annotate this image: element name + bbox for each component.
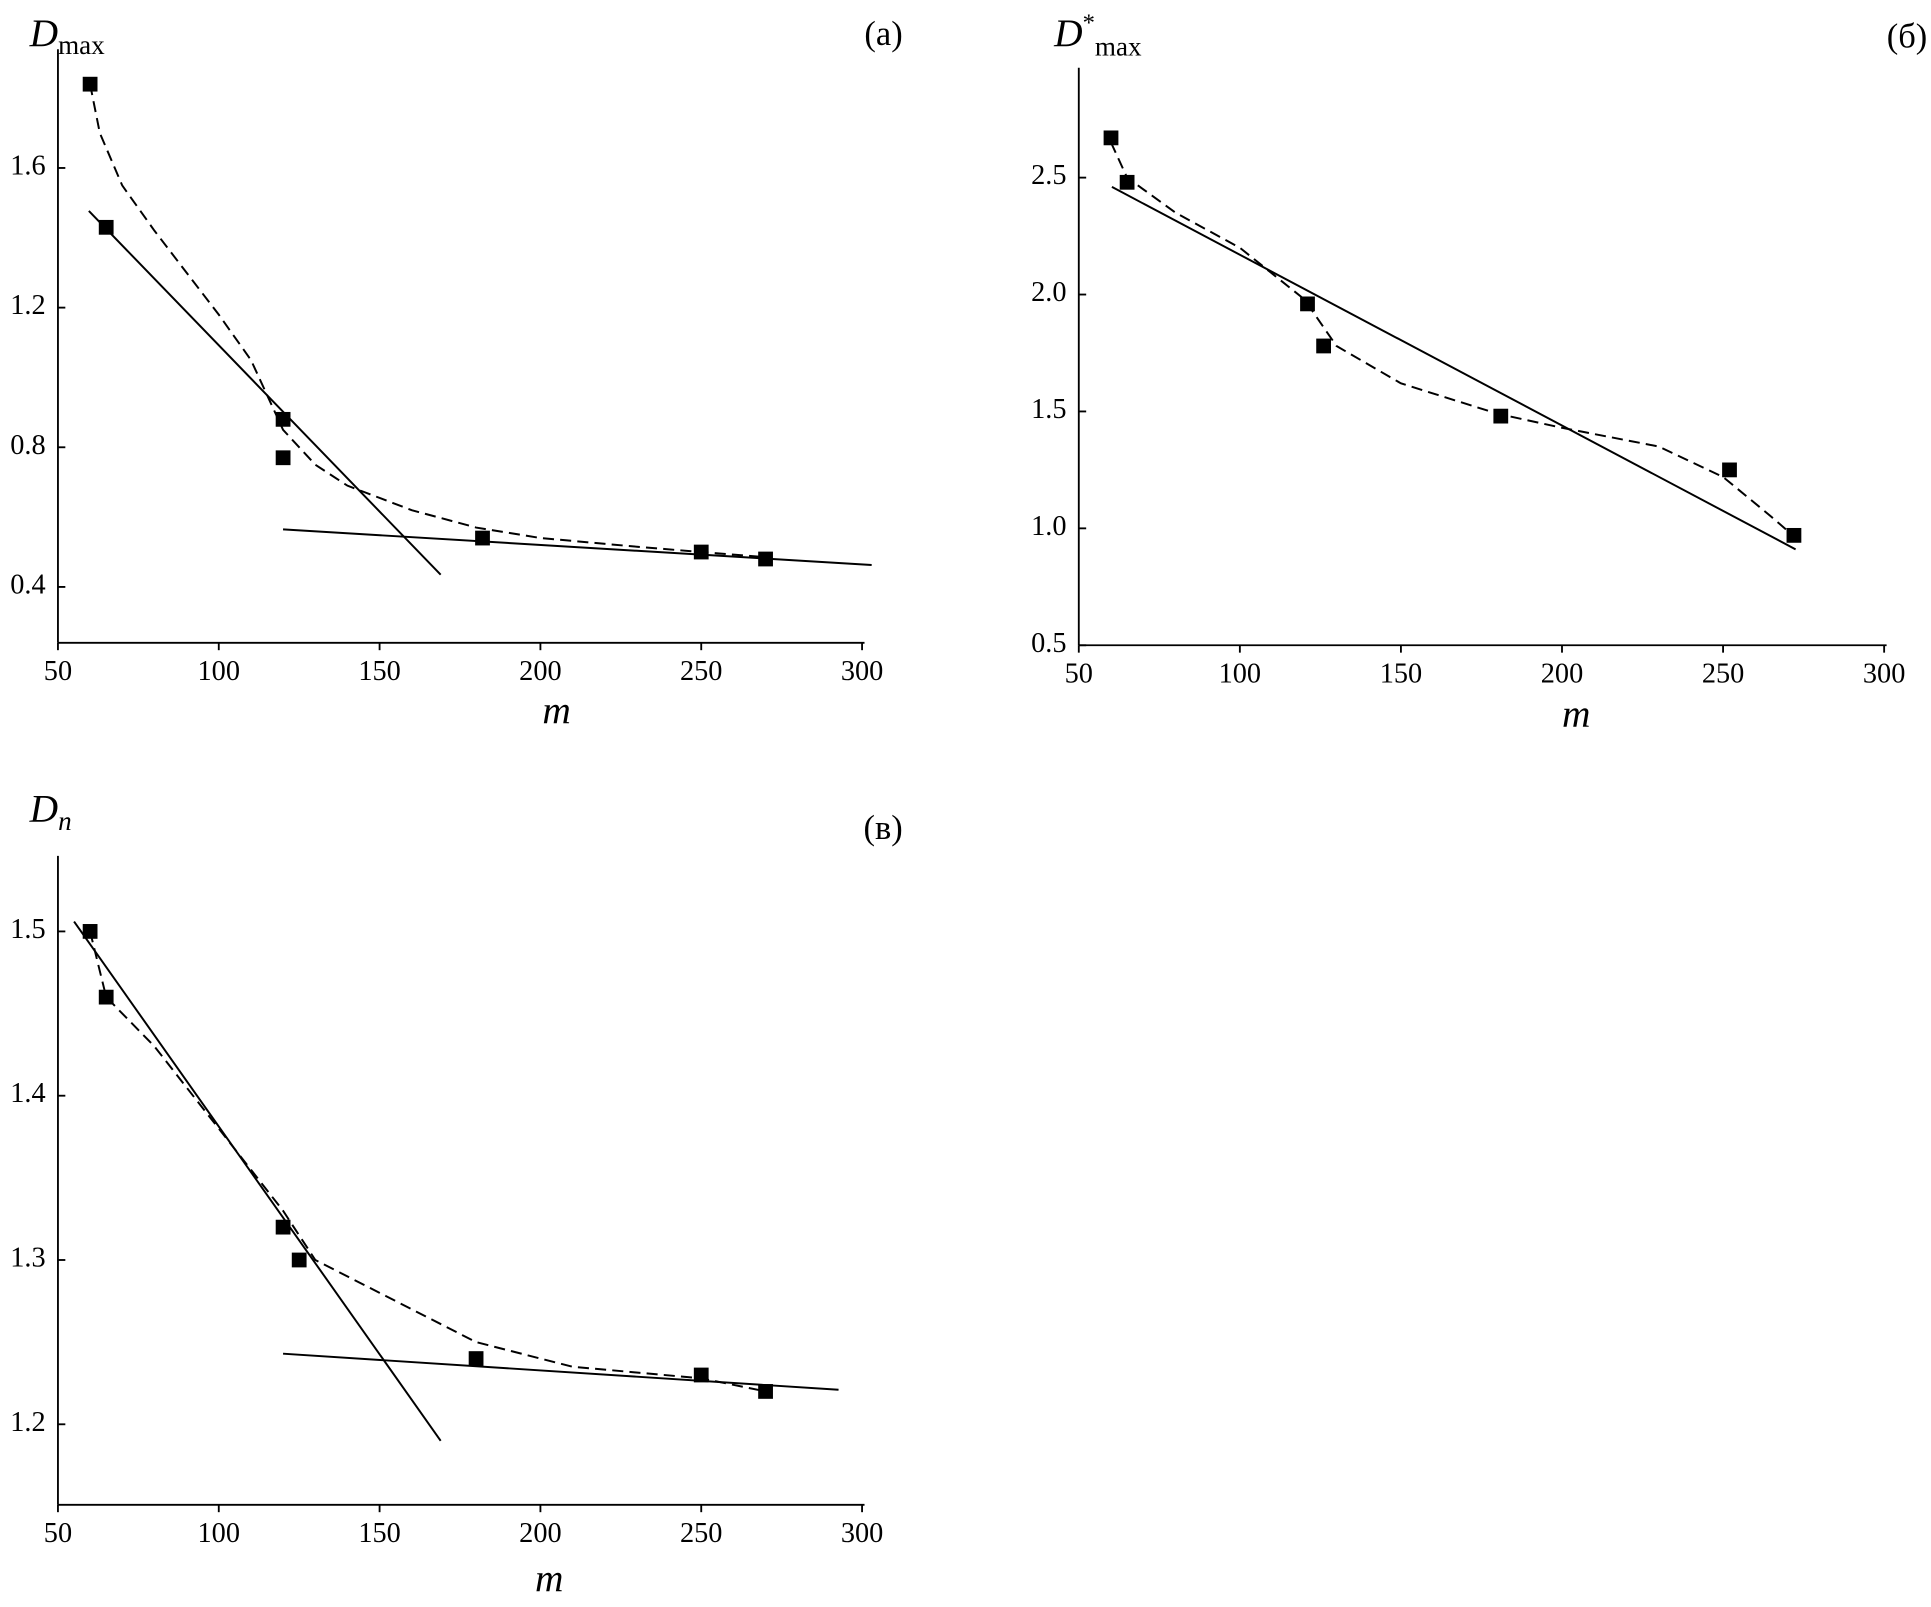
y-tick-label: 0.8: [10, 430, 45, 461]
panel-label: (а): [864, 15, 902, 53]
y-tick-label: 0.4: [10, 569, 45, 600]
data-point: [98, 219, 114, 235]
x-tick-label: 250: [1702, 659, 1744, 690]
y-label-main: D: [29, 11, 58, 55]
data-point: [758, 1384, 773, 1399]
dashed-fit: [89, 931, 766, 1393]
data-point: [1119, 174, 1135, 190]
data-point: [1722, 462, 1737, 478]
x-tick-label: 300: [1863, 659, 1905, 690]
dashed-fit: [1110, 142, 1789, 532]
x-tick-label: 300: [841, 1518, 883, 1549]
data-point: [98, 989, 114, 1005]
data-point: [1300, 296, 1315, 312]
data-point: [1493, 408, 1509, 424]
y-axis-label: D*max: [1053, 9, 1142, 61]
y-label-sub: max: [1095, 31, 1142, 61]
y-label-main: D: [29, 787, 58, 831]
x-axis-label: m: [542, 688, 570, 732]
x-tick-label: 50: [44, 656, 72, 687]
x-tick-label: 100: [1219, 659, 1261, 690]
y-axis-label: Dn: [29, 787, 72, 836]
data-point: [275, 1219, 291, 1235]
data-point: [275, 411, 291, 427]
x-tick-label: 150: [358, 1518, 400, 1549]
x-tick-label: 200: [519, 1518, 561, 1549]
data-point: [1786, 527, 1802, 543]
y-label-sub: max: [58, 30, 105, 60]
x-tick-label: 50: [1065, 659, 1093, 690]
y-tick-label: 1.5: [1031, 394, 1066, 425]
y-tick-label: 1.3: [10, 1242, 45, 1273]
y-tick-label: 1.5: [10, 914, 45, 945]
x-tick-label: 150: [1380, 659, 1422, 690]
y-label-sub: n: [58, 806, 72, 836]
data-point: [693, 544, 709, 560]
x-tick-label: 50: [44, 1518, 72, 1549]
data-point: [291, 1252, 307, 1268]
data-point: [1316, 338, 1332, 354]
y-tick-label: 1.6: [10, 150, 45, 181]
y-label-sup: *: [1083, 9, 1095, 36]
fit-line: [1111, 186, 1797, 551]
fit-line: [88, 210, 442, 576]
y-tick-label: 1.4: [10, 1078, 45, 1109]
y-tick-label: 1.0: [1031, 511, 1066, 542]
y-tick-label: 1.2: [10, 290, 45, 321]
fit-line: [73, 921, 442, 1442]
dashed-fit: [89, 84, 766, 559]
data-point: [1103, 130, 1119, 146]
x-tick-label: 100: [198, 1518, 240, 1549]
x-tick-label: 250: [680, 656, 722, 687]
y-tick-label: 1.2: [10, 1407, 45, 1438]
y-label-main: D: [1053, 11, 1082, 55]
x-tick-label: 300: [841, 656, 883, 687]
y-tick-label: 2.0: [1031, 277, 1066, 308]
panel-label: (б): [1887, 17, 1928, 55]
x-tick-label: 150: [358, 656, 400, 687]
x-axis-label: m: [1562, 692, 1590, 736]
data-point: [758, 551, 773, 567]
x-axis-label: m: [535, 1556, 563, 1600]
data-point: [82, 924, 98, 939]
data-point: [82, 76, 98, 92]
y-tick-label: 0.5: [1031, 628, 1066, 659]
x-tick-label: 100: [198, 656, 240, 687]
data-point: [275, 450, 291, 466]
x-tick-label: 200: [1541, 659, 1583, 690]
y-axis-label: Dmax: [29, 11, 106, 60]
panel-label: (в): [863, 809, 902, 847]
y-tick-label: 2.5: [1031, 160, 1066, 191]
data-point: [468, 1351, 484, 1366]
data-point: [693, 1367, 709, 1383]
data-point: [475, 530, 490, 546]
fit-line: [282, 528, 872, 566]
x-tick-label: 200: [519, 656, 561, 687]
x-tick-label: 250: [680, 1518, 722, 1549]
fit-line: [282, 1352, 839, 1391]
